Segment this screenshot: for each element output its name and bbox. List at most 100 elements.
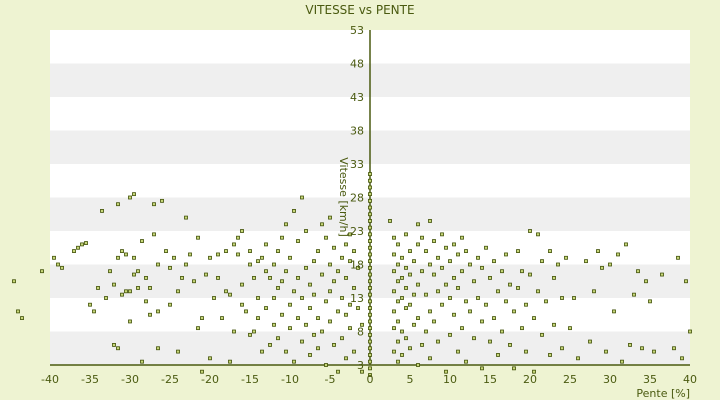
data-point: [144, 299, 148, 304]
data-point: [412, 292, 416, 297]
data-point: [216, 275, 220, 280]
data-point: [424, 329, 428, 334]
data-point: [144, 275, 148, 280]
data-point: [368, 178, 372, 183]
data-point: [536, 289, 540, 294]
data-point: [288, 326, 292, 331]
data-point: [660, 272, 664, 277]
data-point: [320, 329, 324, 334]
data-point: [368, 185, 372, 190]
data-point: [504, 299, 508, 304]
data-point: [256, 316, 260, 321]
data-point: [424, 292, 428, 297]
data-point: [368, 232, 372, 237]
data-point: [552, 322, 556, 327]
data-point: [252, 329, 256, 334]
data-point: [476, 296, 480, 300]
data-point: [508, 342, 512, 347]
data-point: [132, 272, 136, 277]
data-point: [120, 292, 124, 297]
data-point: [348, 259, 352, 264]
data-point: [312, 292, 316, 297]
data-point: [368, 359, 372, 364]
data-point: [112, 342, 116, 347]
data-point: [280, 235, 284, 240]
data-point: [496, 353, 500, 357]
y-tick-label: 38: [350, 125, 364, 138]
data-point: [120, 249, 124, 254]
data-point: [588, 339, 592, 344]
x-tick-label: 35: [643, 373, 657, 386]
data-point: [232, 242, 236, 247]
x-tick-label: 10: [443, 373, 457, 386]
data-point: [524, 302, 528, 307]
data-point: [332, 342, 336, 347]
data-point: [368, 219, 372, 223]
x-tick-label: 15: [483, 373, 497, 386]
data-point: [276, 249, 280, 254]
data-point: [368, 265, 372, 270]
data-point: [552, 275, 556, 280]
data-point: [188, 252, 192, 257]
data-point: [348, 232, 352, 237]
data-point: [560, 346, 564, 351]
x-tick-label: -10: [281, 373, 299, 386]
data-point: [368, 326, 372, 331]
data-point: [484, 245, 488, 250]
data-point: [408, 346, 412, 351]
data-point: [256, 296, 260, 300]
data-point: [508, 282, 512, 287]
data-point: [148, 286, 152, 290]
data-point: [632, 292, 636, 297]
data-point: [420, 342, 424, 347]
data-point: [392, 309, 396, 314]
data-point: [396, 279, 400, 284]
data-point: [612, 309, 616, 314]
data-point: [368, 239, 372, 243]
data-point: [440, 232, 444, 237]
data-point: [416, 282, 420, 287]
data-point: [96, 286, 100, 290]
data-point: [568, 326, 572, 331]
data-point: [604, 349, 608, 354]
data-point: [436, 255, 440, 260]
data-point: [400, 296, 404, 300]
data-point: [444, 369, 448, 374]
data-point: [16, 309, 20, 314]
data-point: [112, 282, 116, 287]
y-tick-label: 48: [350, 58, 364, 71]
data-point: [132, 255, 136, 260]
data-point: [248, 249, 252, 254]
data-point: [20, 316, 24, 321]
data-point: [528, 229, 532, 233]
data-point: [332, 245, 336, 250]
data-point: [432, 272, 436, 277]
data-point: [304, 265, 308, 270]
data-point: [500, 269, 504, 274]
data-point: [368, 286, 372, 290]
x-tick-label: -30: [121, 373, 139, 386]
data-point: [608, 262, 612, 267]
x-tick-label: 40: [683, 373, 697, 386]
data-point: [320, 272, 324, 277]
data-point: [412, 322, 416, 327]
scatter-series: [12, 172, 692, 377]
data-point: [304, 322, 308, 327]
data-point: [368, 332, 372, 337]
data-point: [72, 249, 76, 254]
data-point: [528, 272, 532, 277]
data-point: [344, 275, 348, 280]
data-point: [396, 339, 400, 344]
data-point: [340, 336, 344, 341]
data-point: [412, 259, 416, 264]
data-point: [296, 239, 300, 243]
data-point: [628, 342, 632, 347]
data-point: [388, 219, 392, 223]
data-point: [148, 312, 152, 317]
data-point: [56, 262, 60, 267]
data-point: [360, 322, 364, 327]
data-point: [476, 255, 480, 260]
data-point: [368, 373, 372, 377]
data-point: [276, 336, 280, 341]
data-point: [428, 356, 432, 361]
